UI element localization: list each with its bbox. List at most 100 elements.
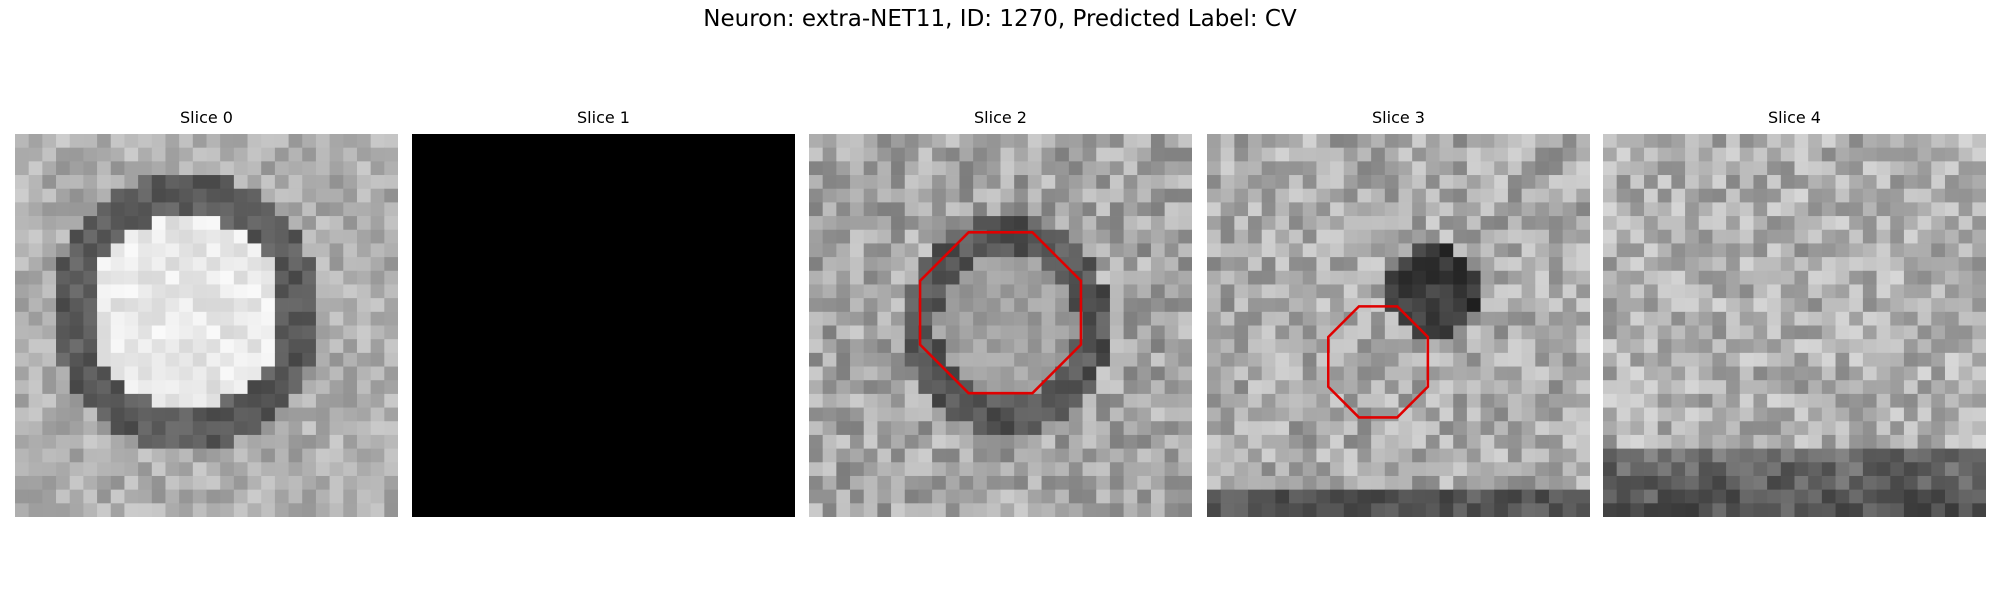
pixel bbox=[1931, 311, 1946, 326]
pixel bbox=[302, 421, 317, 436]
pixel bbox=[1507, 175, 1522, 190]
pixel bbox=[1357, 270, 1372, 285]
pixel bbox=[945, 270, 960, 285]
pixel bbox=[192, 270, 207, 285]
pixel bbox=[56, 229, 71, 244]
pixel bbox=[1261, 462, 1276, 477]
pixel bbox=[370, 475, 385, 491]
pixel bbox=[1480, 352, 1495, 367]
pixel bbox=[877, 216, 892, 231]
pixel bbox=[1808, 380, 1823, 395]
pixel bbox=[1398, 352, 1413, 367]
pixel bbox=[891, 147, 906, 162]
pixel bbox=[1096, 352, 1111, 367]
pixel bbox=[1425, 380, 1440, 395]
pixel bbox=[151, 462, 166, 477]
pixel bbox=[274, 298, 289, 313]
pixel bbox=[1398, 339, 1413, 354]
pixel bbox=[69, 216, 84, 231]
pixel bbox=[1753, 448, 1768, 463]
pixel bbox=[1671, 257, 1686, 272]
pixel bbox=[1357, 229, 1372, 244]
pixel bbox=[1096, 216, 1111, 231]
pixel bbox=[1808, 188, 1823, 203]
pixel bbox=[1453, 229, 1468, 244]
pixel bbox=[850, 448, 865, 463]
pixel bbox=[1041, 475, 1056, 491]
pixel bbox=[15, 339, 30, 354]
pixel bbox=[1302, 462, 1317, 477]
pixel bbox=[1055, 175, 1070, 190]
pixel bbox=[1849, 134, 1864, 149]
pixel bbox=[97, 352, 112, 367]
pixel bbox=[315, 188, 330, 203]
pixel bbox=[1548, 134, 1564, 149]
pixel bbox=[1398, 147, 1413, 162]
pixel bbox=[973, 270, 988, 285]
pixel bbox=[1576, 434, 1590, 449]
pixel bbox=[1480, 421, 1495, 436]
pixel bbox=[1289, 134, 1304, 149]
pixel bbox=[1890, 243, 1905, 258]
pixel bbox=[370, 407, 385, 422]
pixel bbox=[97, 475, 112, 491]
pixel bbox=[110, 393, 125, 408]
pixel bbox=[959, 339, 974, 354]
pixel bbox=[1562, 147, 1577, 162]
pixel bbox=[1835, 175, 1850, 190]
pixel bbox=[165, 434, 180, 449]
pixel bbox=[1234, 339, 1249, 354]
pixel bbox=[56, 243, 71, 258]
pixel bbox=[1753, 298, 1768, 313]
pixel bbox=[97, 393, 112, 408]
pixel bbox=[56, 270, 71, 285]
pixel bbox=[1862, 311, 1877, 326]
pixel bbox=[945, 339, 960, 354]
pixel bbox=[42, 298, 57, 313]
pixel bbox=[1616, 366, 1631, 381]
pixel bbox=[850, 434, 865, 449]
pixel bbox=[1343, 448, 1358, 463]
pixel bbox=[1398, 284, 1413, 299]
pixel bbox=[124, 434, 139, 449]
pixel bbox=[1302, 229, 1317, 244]
pixel bbox=[1698, 448, 1713, 463]
pixel bbox=[1248, 434, 1263, 449]
pixels bbox=[15, 134, 398, 517]
pixel bbox=[904, 407, 919, 422]
pixel bbox=[1712, 462, 1727, 477]
pixel bbox=[1507, 393, 1522, 408]
pixel bbox=[384, 462, 398, 477]
pixel bbox=[1685, 421, 1700, 436]
pixel bbox=[302, 284, 317, 299]
pixel bbox=[1958, 380, 1973, 395]
pixel bbox=[1055, 325, 1070, 340]
pixel bbox=[261, 380, 276, 395]
pixel bbox=[877, 475, 892, 491]
pixel bbox=[302, 270, 317, 285]
pixel bbox=[1630, 421, 1645, 436]
pixel bbox=[1055, 243, 1070, 258]
pixel bbox=[1849, 339, 1864, 354]
pixel bbox=[1275, 393, 1290, 408]
pixel bbox=[1234, 421, 1249, 436]
pixel bbox=[1384, 229, 1399, 244]
pixel bbox=[274, 489, 289, 504]
pixel bbox=[1207, 503, 1222, 517]
pixel bbox=[1603, 134, 1618, 149]
pixel bbox=[329, 380, 344, 395]
pixel bbox=[1439, 325, 1454, 340]
pixel bbox=[1178, 503, 1192, 517]
pixel bbox=[1220, 407, 1235, 422]
pixel bbox=[1137, 257, 1152, 272]
pixel bbox=[315, 339, 330, 354]
pixel bbox=[42, 325, 57, 340]
pixel bbox=[274, 325, 289, 340]
pixel bbox=[1576, 257, 1590, 272]
pixel bbox=[986, 188, 1001, 203]
pixel bbox=[1494, 134, 1509, 149]
pixel bbox=[1439, 366, 1454, 381]
pixel bbox=[945, 407, 960, 422]
pixel bbox=[1862, 147, 1877, 162]
pixel bbox=[69, 407, 84, 422]
